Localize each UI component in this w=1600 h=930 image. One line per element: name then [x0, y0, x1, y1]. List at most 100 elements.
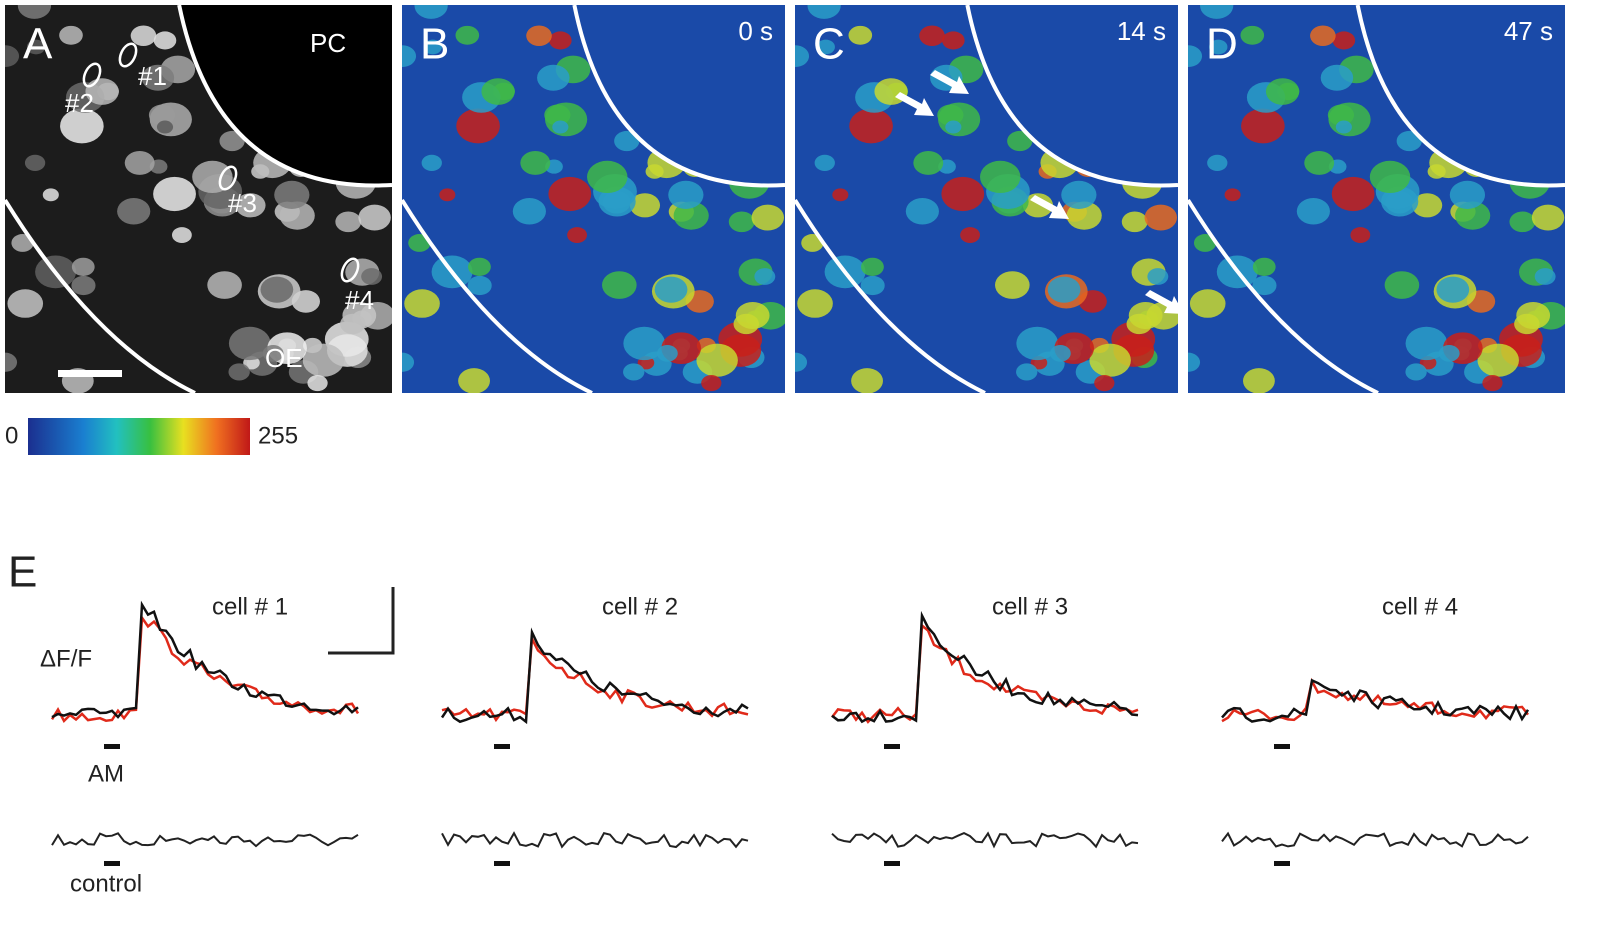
- cell: [26, 39, 46, 55]
- cell: [141, 64, 175, 91]
- cell: [995, 271, 1030, 299]
- cell: [1121, 211, 1148, 233]
- cell: [458, 368, 490, 393]
- cell: [228, 363, 250, 381]
- scale-bar: [58, 370, 122, 377]
- cell: [860, 275, 885, 296]
- cell: [832, 188, 849, 202]
- cell-title: cell # 4: [1382, 593, 1458, 620]
- cell: [520, 150, 551, 175]
- panel-label: E: [8, 548, 37, 597]
- cell: [937, 104, 964, 126]
- cell: [1049, 345, 1071, 362]
- arrow: [930, 70, 969, 94]
- control-trace: [441, 831, 749, 849]
- scale-bar: [328, 587, 395, 655]
- cell: [1534, 268, 1556, 285]
- cell: [71, 275, 96, 296]
- cell: [1147, 268, 1169, 285]
- panel-label: B: [420, 20, 449, 69]
- panel-label: D: [1206, 20, 1238, 69]
- cell: [423, 39, 442, 55]
- cell: [361, 268, 383, 285]
- stimulus-bar: [494, 744, 510, 749]
- cell: [623, 363, 645, 381]
- cell: [656, 345, 678, 362]
- cell: [307, 374, 328, 392]
- boundary: [402, 198, 593, 393]
- cell: [1509, 211, 1536, 233]
- cell: [1332, 31, 1356, 50]
- cell: [1438, 345, 1460, 362]
- time-label: 47 s: [1504, 16, 1553, 46]
- cell: [848, 25, 873, 45]
- cell: [1047, 276, 1081, 303]
- cell: [754, 268, 776, 285]
- cell: [1304, 150, 1335, 175]
- cell: [567, 227, 588, 243]
- trace: [831, 622, 1139, 724]
- cell: [1405, 326, 1448, 361]
- cell: [1296, 198, 1330, 225]
- cell: [402, 352, 415, 372]
- cell: [153, 31, 177, 50]
- cell: [1436, 276, 1470, 303]
- cell: [797, 289, 833, 318]
- cell: [481, 78, 515, 105]
- stimulus-bar: [884, 744, 900, 749]
- panel: [1188, 5, 1565, 393]
- cell: [60, 108, 104, 144]
- cell-title: cell # 2: [602, 593, 678, 620]
- cell: [549, 31, 572, 50]
- cell: [456, 108, 500, 144]
- panel: [5, 5, 392, 393]
- cell: [42, 188, 59, 202]
- cell: [1126, 313, 1152, 335]
- cell: [807, 5, 841, 19]
- control-trace: [1221, 831, 1529, 848]
- boundary: [572, 5, 785, 188]
- cell: [905, 198, 939, 225]
- cell: [130, 25, 157, 46]
- stimulus-bar: [104, 744, 120, 749]
- cell: [1016, 326, 1059, 361]
- cell: [919, 25, 945, 46]
- cell: [1089, 343, 1131, 377]
- cell: [733, 313, 759, 335]
- cell: [24, 154, 46, 171]
- cell: [1224, 188, 1241, 202]
- boundary: [5, 198, 196, 393]
- cell: [587, 160, 628, 194]
- cell: [467, 275, 492, 296]
- cell: [602, 271, 637, 299]
- cell: [117, 198, 151, 225]
- stimulus-bar: [884, 861, 900, 866]
- cell: [1477, 343, 1519, 377]
- region-label: OE: [265, 343, 303, 373]
- cell: [192, 160, 233, 194]
- cell: [1396, 130, 1422, 152]
- cell: [1482, 374, 1503, 392]
- cell-label: #2: [65, 88, 94, 118]
- cell: [1405, 363, 1427, 381]
- cell: [1209, 39, 1228, 55]
- cell: [1188, 45, 1203, 67]
- cell: [861, 257, 884, 276]
- cell: [1449, 180, 1486, 209]
- cell: [124, 150, 155, 175]
- cell: [980, 160, 1021, 194]
- trace: [1221, 678, 1530, 723]
- stimulus-bar: [1274, 861, 1290, 866]
- cell: [5, 352, 18, 372]
- cell: [668, 180, 704, 209]
- cell: [1369, 160, 1411, 194]
- cell: [1022, 193, 1054, 218]
- control-trace: [51, 832, 359, 848]
- cell: [156, 120, 174, 134]
- trace: [831, 610, 1139, 724]
- cell: [1144, 204, 1178, 231]
- cell: [942, 31, 965, 50]
- cell: [945, 120, 962, 134]
- cell: [1016, 363, 1038, 381]
- stimulus-label: AM: [88, 760, 124, 787]
